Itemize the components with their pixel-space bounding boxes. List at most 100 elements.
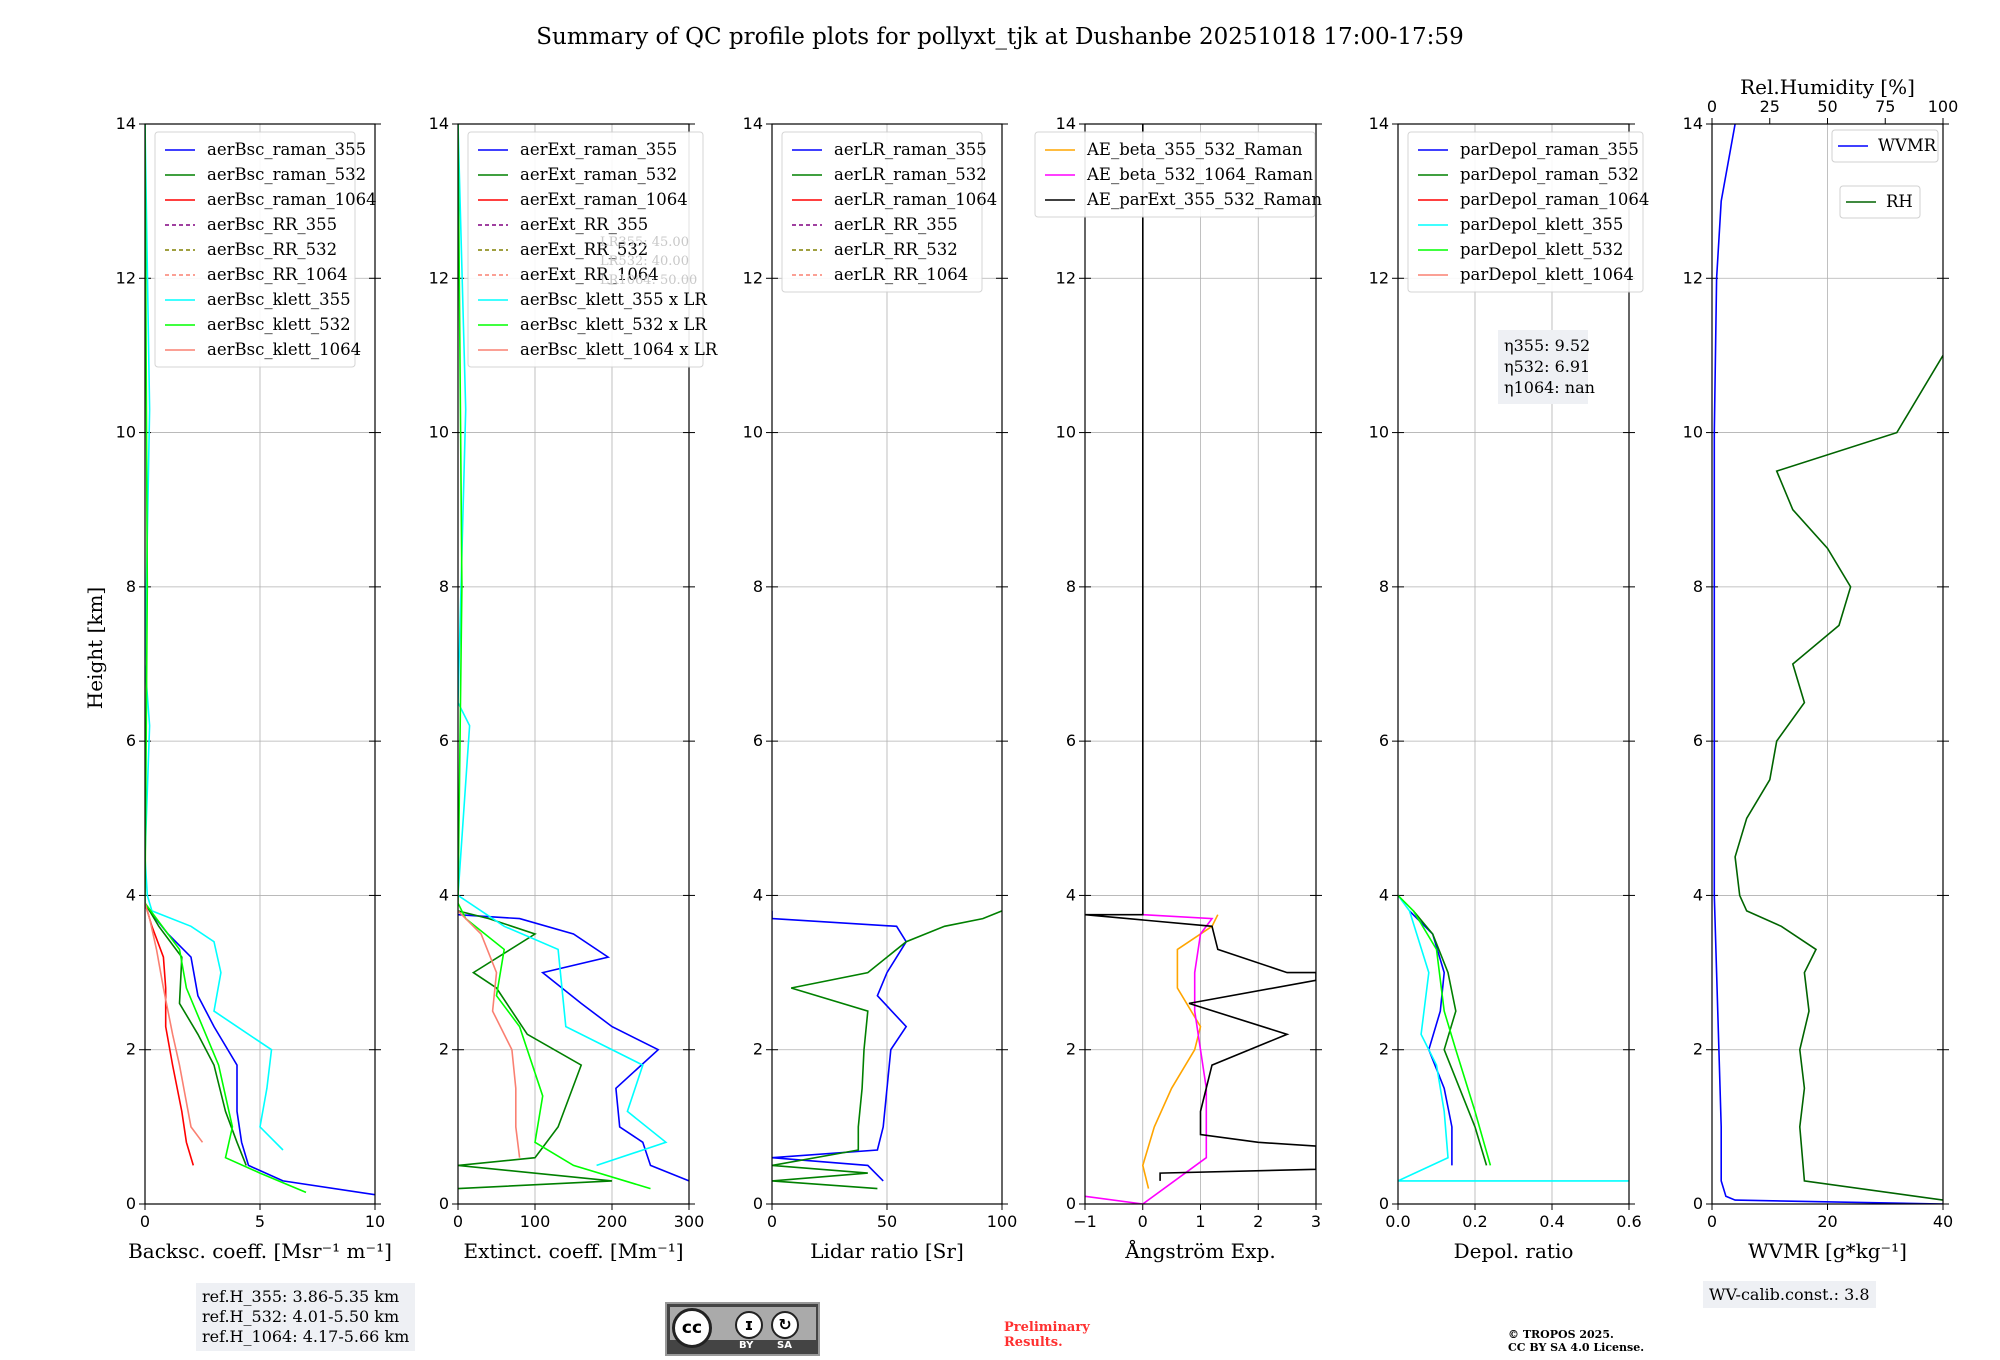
legend-label-parDepol_raman_1064: parDepol_raman_1064 [1460,190,1649,209]
copyright-line-1: © TROPOS 2025. [1508,1328,1614,1341]
tick-label-y-ext: 12 [429,268,449,287]
legend-label-aerBsc_raman_1064: aerBsc_raman_1064 [207,190,377,209]
legend-box-wvmr [1831,129,1939,163]
tick-label-x-lr: 0 [767,1212,777,1231]
series-AE_beta_532_1064_Raman [1085,913,1214,1204]
legend-box-ext [467,131,704,368]
preliminary-line-2: Results. [1004,1335,1063,1350]
legend-label-aerBsc_klett_532: aerBsc_klett_532 [207,315,351,334]
panel-wv: 0 20 40 0 2 4 6 8 10 12 14 WVMR [g*kg⁻¹] WVMR RH Rel.H… [1683,75,1959,1263]
eta-label-0: η355: 9.52 [1504,336,1590,355]
tick-label-y-ext: 2 [439,1040,449,1059]
tick-label-y-depol: 12 [1369,268,1389,287]
tick-label-y-wv: 6 [1693,731,1703,750]
series-AE_beta_355_532_Raman [1141,914,1219,1189]
legend-box-depol [1407,131,1644,293]
tick-label-x-ae: 3 [1311,1212,1321,1231]
tick-label-y-ext: 6 [439,731,449,750]
cc-license-badge: cc ɪ ↻ BY SA [665,1302,820,1356]
wv-calib-text: WV-calib.const.: 3.8 [1709,1285,1870,1304]
series-RH [1734,354,1943,1201]
legend-label-aerBsc_RR_1064: aerBsc_RR_1064 [207,265,348,284]
tick-label-y-wv: 12 [1683,268,1703,287]
lr-label-0: LR355: 45.00 [600,235,689,250]
tick-label-y-ae: 14 [1056,114,1076,133]
tick-label-y-bsc: 14 [116,114,136,133]
tick-label-top-rh: 0 [1707,97,1717,116]
legend-label-aerBsc_klett_532 x LR: aerBsc_klett_532 x LR [520,315,707,334]
series-parDepol_raman_532 [1412,910,1488,1166]
series-aerBsc_klett_1064 [145,902,204,1143]
panel-bsc: 0 5 10 0 2 4 6 8 10 12 14 Backsc. coeff. [Msr⁻¹ m⁻¹… [116,114,392,1263]
tick-label-y-lr: 0 [753,1194,763,1213]
x-axis-label-lr: Lidar ratio [Sr] [810,1239,964,1263]
legend-box-lr [781,131,983,293]
tick-label-y-bsc: 2 [126,1040,136,1059]
legend-label-aerLR_raman_355: aerLR_raman_355 [834,140,987,159]
legend-label-aerExt_raman_1064: aerExt_raman_1064 [520,190,688,209]
tick-label-x-bsc: 5 [255,1212,265,1231]
tick-label-y-wv: 8 [1693,577,1703,596]
y-axis-label: Height [km] [83,587,107,709]
series-AE_parExt_355_532_Raman [1085,124,1316,1181]
axes-frame-ae [1084,123,1317,1205]
tick-label-y-bsc: 8 [126,577,136,596]
legend-label-aerBsc_RR_532: aerBsc_RR_532 [207,240,337,259]
top-axis-label-rh: Rel.Humidity [%] [1740,75,1915,99]
tick-label-top-rh: 25 [1760,97,1780,116]
cc-icon: cc [672,1308,712,1348]
series-aerBsc_raman_532 [145,902,247,1166]
series-aerBsc_klett_1064 x LR [458,910,521,1158]
series-aerLR_raman_532 [772,910,1002,1190]
legend-label-aerLR_RR_532: aerLR_RR_532 [834,240,958,259]
legend-box-rh [1839,185,1921,219]
tick-label-x-depol: 0.2 [1462,1212,1487,1231]
wv-calib-box: WV-calib.const.: 3.8 [1703,1281,1876,1308]
legend-label-parDepol_raman_532: parDepol_raman_532 [1460,165,1639,184]
tick-label-x-depol: 0.6 [1616,1212,1641,1231]
legend-label-aerExt_RR_532: aerExt_RR_532 [520,240,648,259]
panel-depol: 0.0 0.2 0.4 0.6 0 2 4 6 8 10 12 14 Depol. ratio parDe… [1369,114,1650,1263]
series-parDepol_klett_355 [1398,894,1629,1182]
tick-label-x-ext: 300 [674,1212,705,1231]
lr-label-2: LR1064: 50.00 [600,273,697,288]
tick-label-y-ae: 10 [1056,423,1076,442]
by-person-icon: ɪ [735,1311,763,1339]
tick-label-x-ae: 2 [1253,1212,1263,1231]
series-WVMR [1713,124,1943,1204]
series-aerExt_raman_355 [458,913,689,1182]
legend-label-aerBsc_klett_355 x LR: aerBsc_klett_355 x LR [520,290,707,309]
series-parDepol_klett_532 [1398,894,1492,1166]
legend-label-AE_beta_355_532_Raman: AE_beta_355_532_Raman [1086,140,1303,159]
sa-label: SA [777,1340,792,1351]
legend-label-aerBsc_raman_532: aerBsc_raman_532 [207,165,366,184]
tick-label-y-depol: 2 [1379,1040,1389,1059]
axes-frame-depol [1397,123,1630,1205]
legend-box-ae [1034,131,1316,218]
legend-label-aerLR_raman_1064: aerLR_raman_1064 [834,190,997,209]
preliminary-note: Preliminary Results. [1004,1320,1090,1350]
legend-label-WVMR: WVMR [1878,136,1937,155]
axes-frame-ext [457,123,690,1205]
tick-label-y-lr: 10 [743,423,763,442]
tick-label-y-lr: 12 [743,268,763,287]
tick-label-y-depol: 4 [1379,885,1389,904]
tick-label-x-ext: 200 [597,1212,628,1231]
tick-label-top-rh: 100 [1928,97,1959,116]
panel-ext: 0 100 200 300 0 2 4 6 8 10 12 14 Extinct. coeff. [Mm… [429,114,718,1263]
series-aerExt_raman_532 [458,910,613,1190]
tick-label-y-ext: 8 [439,577,449,596]
ref-height-532: ref.H_532: 4.01-5.50 km [202,1307,400,1326]
copyright-note: © TROPOS 2025. CC BY SA 4.0 License. [1508,1328,1644,1354]
x-axis-label-bsc: Backsc. coeff. [Msr⁻¹ m⁻¹] [128,1239,392,1263]
legend-label-aerBsc_klett_1064 x LR: aerBsc_klett_1064 x LR [520,340,718,359]
tick-label-y-ae: 0 [1066,1194,1076,1213]
x-axis-label-wv: WVMR [g*kg⁻¹] [1748,1239,1907,1263]
x-axis-label-depol: Depol. ratio [1454,1239,1574,1263]
series-aerBsc_klett_532 x LR [458,124,651,1190]
tick-label-y-bsc: 6 [126,731,136,750]
series-aerBsc_klett_355 x LR [458,124,668,1167]
tick-label-y-wv: 4 [1693,885,1703,904]
tick-label-x-bsc: 10 [365,1212,385,1231]
